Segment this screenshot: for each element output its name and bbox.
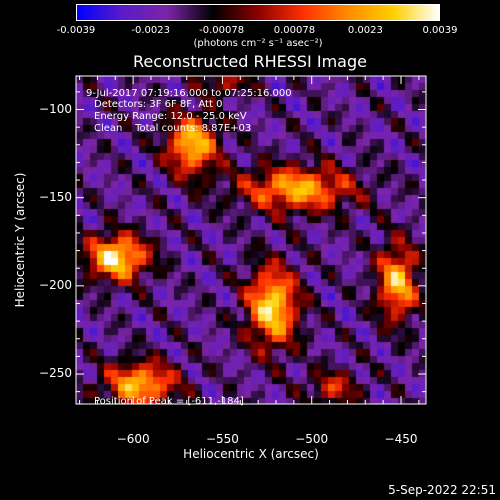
y-tick-label: −200 <box>39 277 72 292</box>
chart-title: Reconstructed RHESSI Image <box>133 52 367 71</box>
y-tick-label: −150 <box>39 189 72 204</box>
heatmap-image <box>76 76 426 404</box>
y-axis-label: Heliocentric Y (arcsec) <box>13 172 27 308</box>
heatmap-canvas <box>76 76 426 404</box>
x-tick-label: −550 <box>205 432 239 446</box>
colorbar-tick-label: 0.0023 <box>347 25 383 36</box>
annotation-clean: Clean Total counts: 8.87E+03 <box>94 123 252 134</box>
colorbar-tick-label: 0.0039 <box>422 25 458 36</box>
colorbar-tick-label: -0.0023 <box>131 25 170 36</box>
y-tick-label: −250 <box>39 366 72 381</box>
date-stamp: 5-Sep-2022 22:51 <box>388 483 496 497</box>
x-tick-label: −500 <box>295 432 329 446</box>
colorbar-tick-label: 0.00078 <box>273 25 316 36</box>
annotation-time: 9-Jul-2017 07:19:16.000 to 07:25:16.000 <box>86 88 292 99</box>
x-tick-label: −600 <box>116 432 150 446</box>
colorbar <box>76 4 440 21</box>
annotation-energy: Energy Range: 12.0 - 25.0 keV <box>94 111 247 122</box>
annotation-detectors: Detectors: 3F 6F 8F, Att 0 <box>94 99 223 110</box>
x-axis-label: Heliocentric X (arcsec) <box>183 447 319 461</box>
plot-border <box>75 75 427 405</box>
colorbar-tick-label: -0.0039 <box>56 25 96 36</box>
y-tick-label: −100 <box>39 101 72 116</box>
colorbar-unit-label: (photons cm⁻² s⁻¹ asec⁻²) <box>193 38 323 49</box>
x-tick-label: −450 <box>384 432 418 446</box>
annotation-peak: Position of Peak = [-611,-184] <box>94 396 244 407</box>
colorbar-tick-label: -0.00078 <box>199 25 245 36</box>
